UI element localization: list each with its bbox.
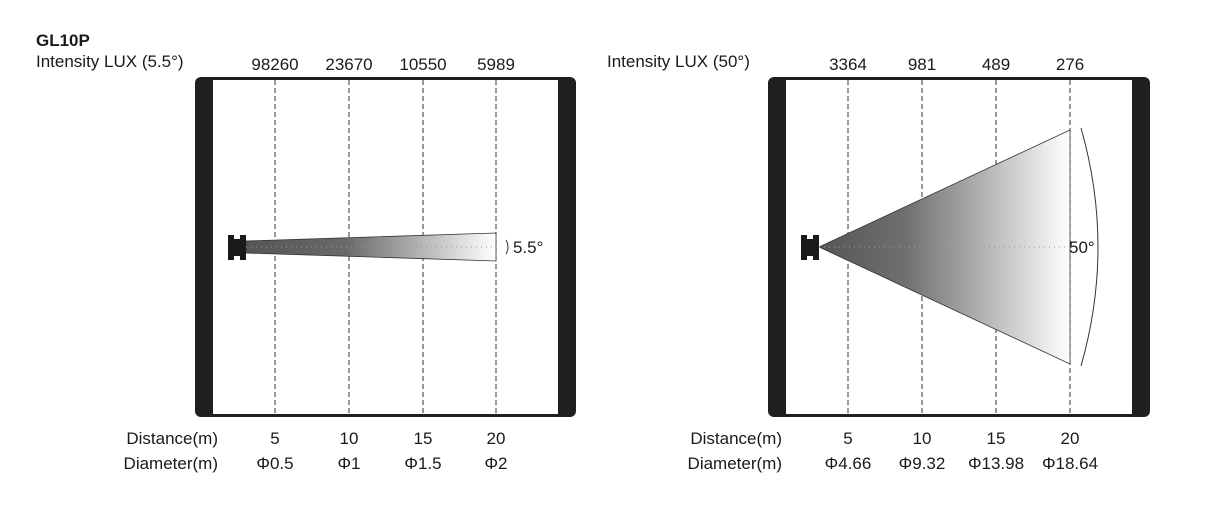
diameter-label: Diameter(m) [124,454,218,473]
lux-value: 98260 [251,55,298,74]
narrow-beam-panel: Intensity LUX (5.5°) 98260 23670 10550 5989 5… [36,52,576,473]
diameter-value: Φ2 [484,454,507,473]
diameter-value: Φ9.32 [899,454,946,473]
angle-arc [505,239,509,255]
distance-value: 15 [987,429,1006,448]
beam-angle-label: 50° [1069,238,1095,257]
lux-value: 276 [1056,55,1084,74]
diameter-value: Φ18.64 [1042,454,1098,473]
lux-value: 981 [908,55,936,74]
distance-value: 5 [270,429,279,448]
angle-arc [1080,127,1099,367]
model-title: GL10P [36,31,90,50]
lux-value: 3364 [829,55,867,74]
distance-label: Distance(m) [126,429,218,448]
lux-value: 10550 [399,55,446,74]
wide-beam-panel: Intensity LUX (50°) 3364 981 489 276 50° Dista… [607,52,1150,473]
fixture-icon [228,235,246,260]
distance-value: 15 [414,429,433,448]
distance-value: 20 [1061,429,1080,448]
lux-value: 5989 [477,55,515,74]
diameter-value: Φ1 [337,454,360,473]
diameter-value: Φ4.66 [825,454,872,473]
fixture-icon [801,235,819,260]
distance-value: 20 [487,429,506,448]
beam-angle-label: 5.5° [513,238,543,257]
intensity-label: Intensity LUX (5.5°) [36,52,184,71]
distance-value: 5 [843,429,852,448]
diameter-value: Φ1.5 [404,454,441,473]
lux-value: 23670 [325,55,372,74]
distance-label: Distance(m) [690,429,782,448]
diameter-label: Diameter(m) [688,454,782,473]
diameter-value: Φ13.98 [968,454,1024,473]
lux-value: 489 [982,55,1010,74]
distance-value: 10 [340,429,359,448]
diameter-value: Φ0.5 [256,454,293,473]
intensity-label: Intensity LUX (50°) [607,52,750,71]
distance-value: 10 [913,429,932,448]
